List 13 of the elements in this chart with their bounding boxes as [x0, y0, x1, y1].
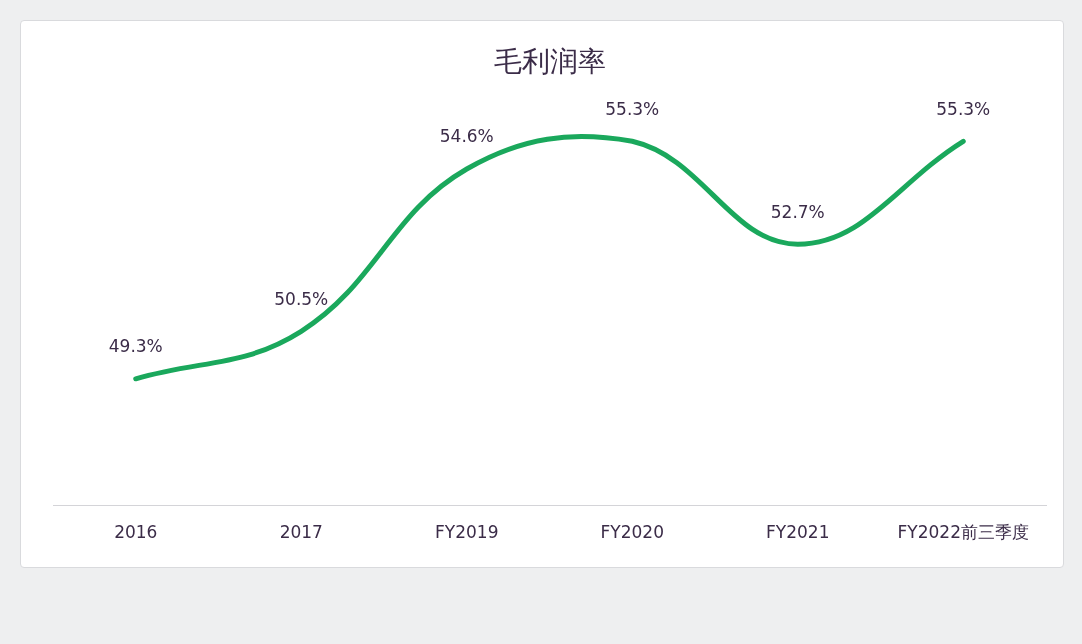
data-label: 50.5%	[274, 288, 329, 309]
x-tick-label: FY2021	[766, 522, 830, 543]
chart-title: 毛利润率	[493, 45, 606, 79]
data-label: 55.3%	[936, 98, 991, 119]
data-label: 49.3%	[108, 336, 163, 357]
x-tick-label: FY2022前三季度	[897, 522, 1029, 543]
data-label: 54.6%	[439, 126, 494, 147]
x-tick-label: 2017	[279, 522, 323, 543]
data-label: 52.7%	[770, 201, 825, 222]
data-label: 55.3%	[605, 98, 660, 119]
x-tick-label: 2016	[114, 522, 158, 543]
x-tick-label: FY2020	[600, 522, 664, 543]
x-tick-label: FY2019	[435, 522, 499, 543]
